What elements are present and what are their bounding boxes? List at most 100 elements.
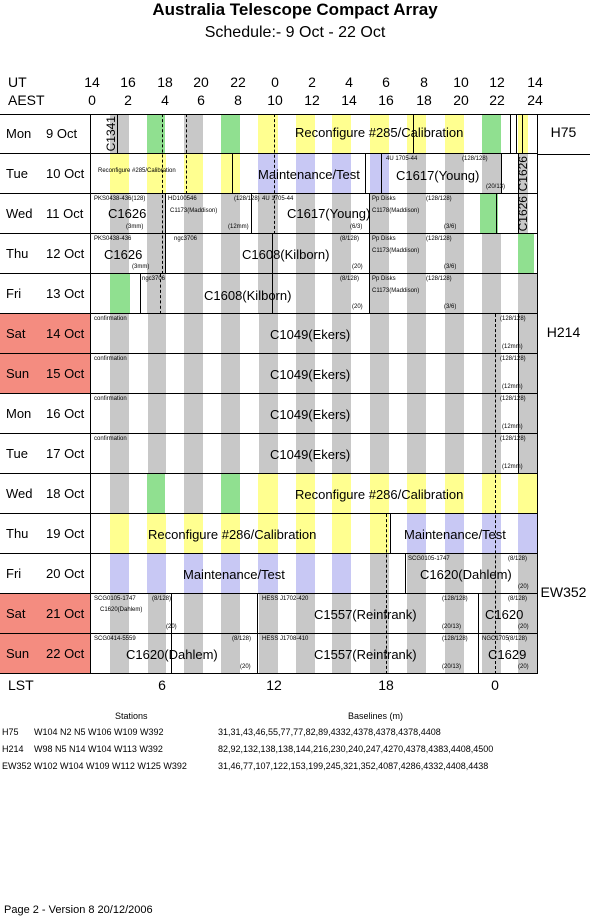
project-label: C1557(Reinfrank): [314, 647, 417, 662]
project-label: C1617(Young): [396, 168, 480, 183]
project-label: Maintenance/Test: [258, 167, 360, 182]
lst-band: [332, 274, 351, 313]
lst-band: [296, 634, 315, 673]
block-separator: [365, 154, 366, 193]
day-label: Tue 10 Oct: [0, 154, 90, 194]
grid-left-border: [90, 114, 91, 674]
aest-tick: 4: [161, 92, 169, 108]
project-detail: (8/128): [152, 596, 172, 602]
lst-band: [407, 314, 426, 353]
project-detail: (12mm): [502, 384, 523, 390]
ut-tick: 6: [382, 74, 390, 90]
lst-band: [296, 554, 315, 593]
lst-band: [110, 274, 130, 313]
lst-band: [184, 554, 203, 593]
lst-band: [184, 634, 203, 673]
project-detail: HD100546: [168, 196, 197, 202]
project-label: C1626: [108, 206, 147, 221]
schedule-row: C1341 Reconfigure #285/Calibration: [90, 114, 537, 154]
lst-band: [370, 354, 389, 393]
project-detail: C1173(Maddison): [170, 208, 218, 214]
grid-right-border: [537, 114, 538, 674]
lst-band: [110, 594, 129, 633]
lst-band: [184, 274, 203, 313]
project-detail: (20): [518, 584, 529, 590]
lst-band: [147, 114, 165, 153]
project-detail: Pp Disks: [372, 196, 396, 202]
lst-band: [221, 194, 240, 233]
block-separator: [510, 114, 511, 153]
lst-band: [110, 154, 129, 193]
project-detail: (12mm): [502, 464, 523, 470]
day-label: Wed 18 Oct: [0, 474, 90, 514]
aest-tick: 14: [341, 92, 357, 108]
lst-band: [221, 554, 240, 593]
legend-stations: W104 N2 N5 W106 W109 W392: [34, 727, 164, 737]
block-separator: [257, 634, 258, 673]
project-label: Reconfigure #285/Calibration: [295, 125, 464, 140]
project-label: C1620: [485, 607, 524, 622]
lst-band: [518, 434, 537, 473]
lst-band: [147, 274, 166, 313]
project-label: C1620(Dahlem): [420, 567, 512, 582]
lst-band: [110, 434, 129, 473]
grid-top-border: [0, 114, 590, 115]
lst-band: [445, 594, 464, 633]
lst-band: [445, 274, 464, 313]
lst-band: [407, 474, 426, 513]
lst-band: [370, 474, 389, 513]
project-detail: Reconfigure #285/Calibration: [98, 168, 176, 174]
block-separator: [165, 234, 166, 273]
project-detail: PKS0438-436: [94, 236, 132, 242]
project-detail: (20): [352, 264, 363, 270]
lst-band: [148, 434, 166, 473]
block-separator: [272, 274, 273, 313]
schedule-row: Reconfigure #285/Calibration Maintenance/…: [90, 154, 537, 194]
lst-band: [221, 234, 240, 273]
day-label: Sun 15 Oct: [0, 354, 90, 394]
project-detail: (8/128): [340, 276, 360, 282]
block-separator: [516, 114, 517, 153]
schedule-row: C1626 C1173(Maddison) C1617(Young) C1178(Ma…: [90, 194, 537, 234]
lst-band: [518, 474, 537, 513]
lst-band: [148, 354, 166, 393]
aest-tick: 2: [124, 92, 132, 108]
project-detail: (8/128): [508, 636, 528, 642]
lst-band: [445, 514, 464, 553]
project-detail: SCG0414-5559: [94, 636, 136, 642]
lst-band: [259, 314, 278, 353]
project-label: C1608(Kilborn): [204, 288, 292, 303]
lst-band: [258, 554, 278, 593]
block-separator: [518, 434, 519, 473]
lst-band: [184, 394, 203, 433]
aest-tick: 18: [416, 92, 432, 108]
legend-stations: W102 W104 W109 W112 W125 W392: [34, 761, 187, 771]
block-separator: [518, 194, 519, 233]
lst-band: [184, 194, 203, 233]
ut-tick: 8: [420, 74, 428, 90]
lst-band: [221, 634, 240, 673]
day-of-week: Sat: [6, 606, 26, 621]
lst-band: [445, 194, 464, 233]
lst-band: [482, 514, 501, 553]
project-detail: (3/6): [444, 264, 457, 270]
lst-band: [221, 594, 240, 633]
schedule-row: C1620(Dahlem) C1557(Reinfrank) C1629 SCG041…: [90, 634, 537, 674]
lst-band: [259, 634, 278, 673]
config-separator: [537, 154, 590, 155]
project-detail: (8/128): [508, 556, 528, 562]
project-detail: HESS J1702-420: [262, 596, 309, 602]
day-of-week: Mon: [6, 126, 32, 141]
lst-tick: 6: [158, 677, 166, 693]
legend-baselines: 31,31,43,46,55,77,77,82,89,4332,4378,437…: [218, 727, 441, 737]
lst-band: [258, 474, 278, 513]
project-detail: (20/13): [442, 664, 462, 670]
block-separator: [140, 274, 141, 313]
lst-band: [407, 114, 426, 153]
lst-band: [407, 634, 426, 673]
aest-tick: 8: [234, 92, 242, 108]
ut-tick: 16: [120, 74, 136, 90]
lst-band: [482, 554, 501, 593]
aest-tick: 6: [197, 92, 205, 108]
lst-band: [110, 194, 129, 233]
